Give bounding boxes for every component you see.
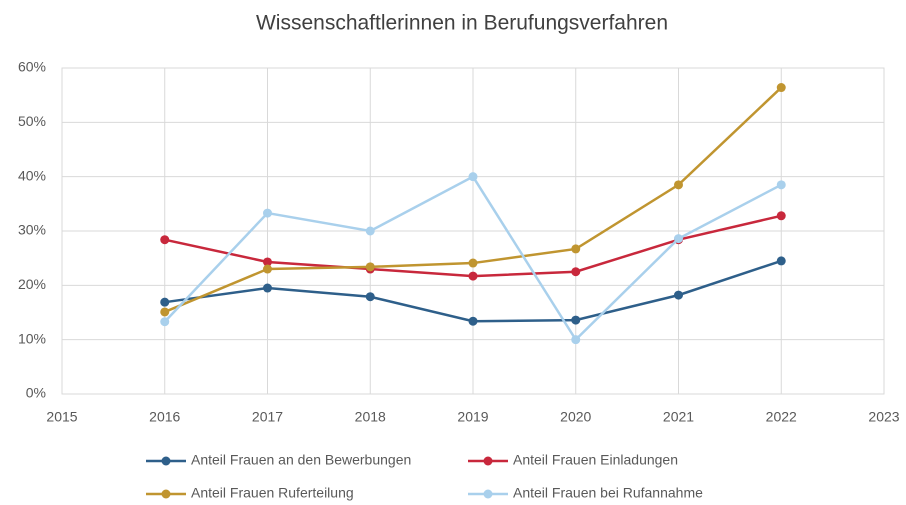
y-tick-label: 60% — [18, 59, 46, 75]
data-point — [263, 257, 272, 267]
data-point — [571, 335, 581, 345]
data-point — [365, 262, 375, 272]
data-point — [160, 317, 170, 327]
data-point — [160, 307, 170, 317]
legend-marker — [483, 456, 493, 466]
x-tick-label: 2016 — [149, 409, 180, 425]
data-point — [571, 315, 581, 325]
data-point — [776, 211, 786, 221]
data-point — [571, 244, 581, 254]
data-point — [263, 208, 272, 218]
data-point — [365, 292, 375, 302]
data-point — [160, 235, 170, 245]
data-point — [160, 297, 170, 307]
data-point — [468, 271, 478, 281]
legend-label: Anteil Frauen bei Rufannahme — [513, 485, 703, 501]
data-point — [468, 172, 478, 182]
y-tick-label: 0% — [26, 385, 46, 401]
legend-marker — [161, 456, 171, 466]
x-tick-label: 2018 — [355, 409, 386, 425]
data-point — [674, 180, 683, 190]
y-tick-label: 50% — [18, 113, 46, 129]
y-tick-label: 10% — [18, 330, 46, 346]
legend-marker — [161, 489, 171, 499]
chart-title: Wissenschaftlerinnen in Berufungsverfahr… — [256, 12, 668, 35]
x-tick-label: 2015 — [46, 409, 77, 425]
y-tick-label: 20% — [18, 276, 46, 292]
data-point — [674, 234, 683, 244]
data-point — [674, 290, 683, 300]
data-point — [468, 316, 478, 326]
data-point — [365, 226, 375, 236]
x-tick-label: 2019 — [457, 409, 488, 425]
data-point — [571, 267, 581, 277]
x-tick-label: 2023 — [868, 409, 899, 425]
legend-label: Anteil Frauen an den Bewerbungen — [191, 452, 411, 468]
plot-border — [61, 67, 885, 395]
y-tick-label: 30% — [18, 222, 46, 238]
x-tick-label: 2021 — [663, 409, 694, 425]
x-tick-label: 2017 — [252, 409, 283, 425]
data-point — [776, 256, 786, 266]
y-tick-label: 40% — [18, 167, 46, 183]
legend-label: Anteil Frauen Einladungen — [513, 452, 678, 468]
x-tick-label: 2020 — [560, 409, 591, 425]
data-point — [263, 264, 272, 274]
data-point — [776, 83, 786, 93]
data-point — [468, 258, 478, 268]
legend-label: Anteil Frauen Ruferteilung — [191, 485, 354, 501]
data-point — [263, 283, 272, 293]
x-tick-label: 2022 — [766, 409, 797, 425]
legend-marker — [483, 489, 493, 499]
data-point — [776, 180, 786, 190]
